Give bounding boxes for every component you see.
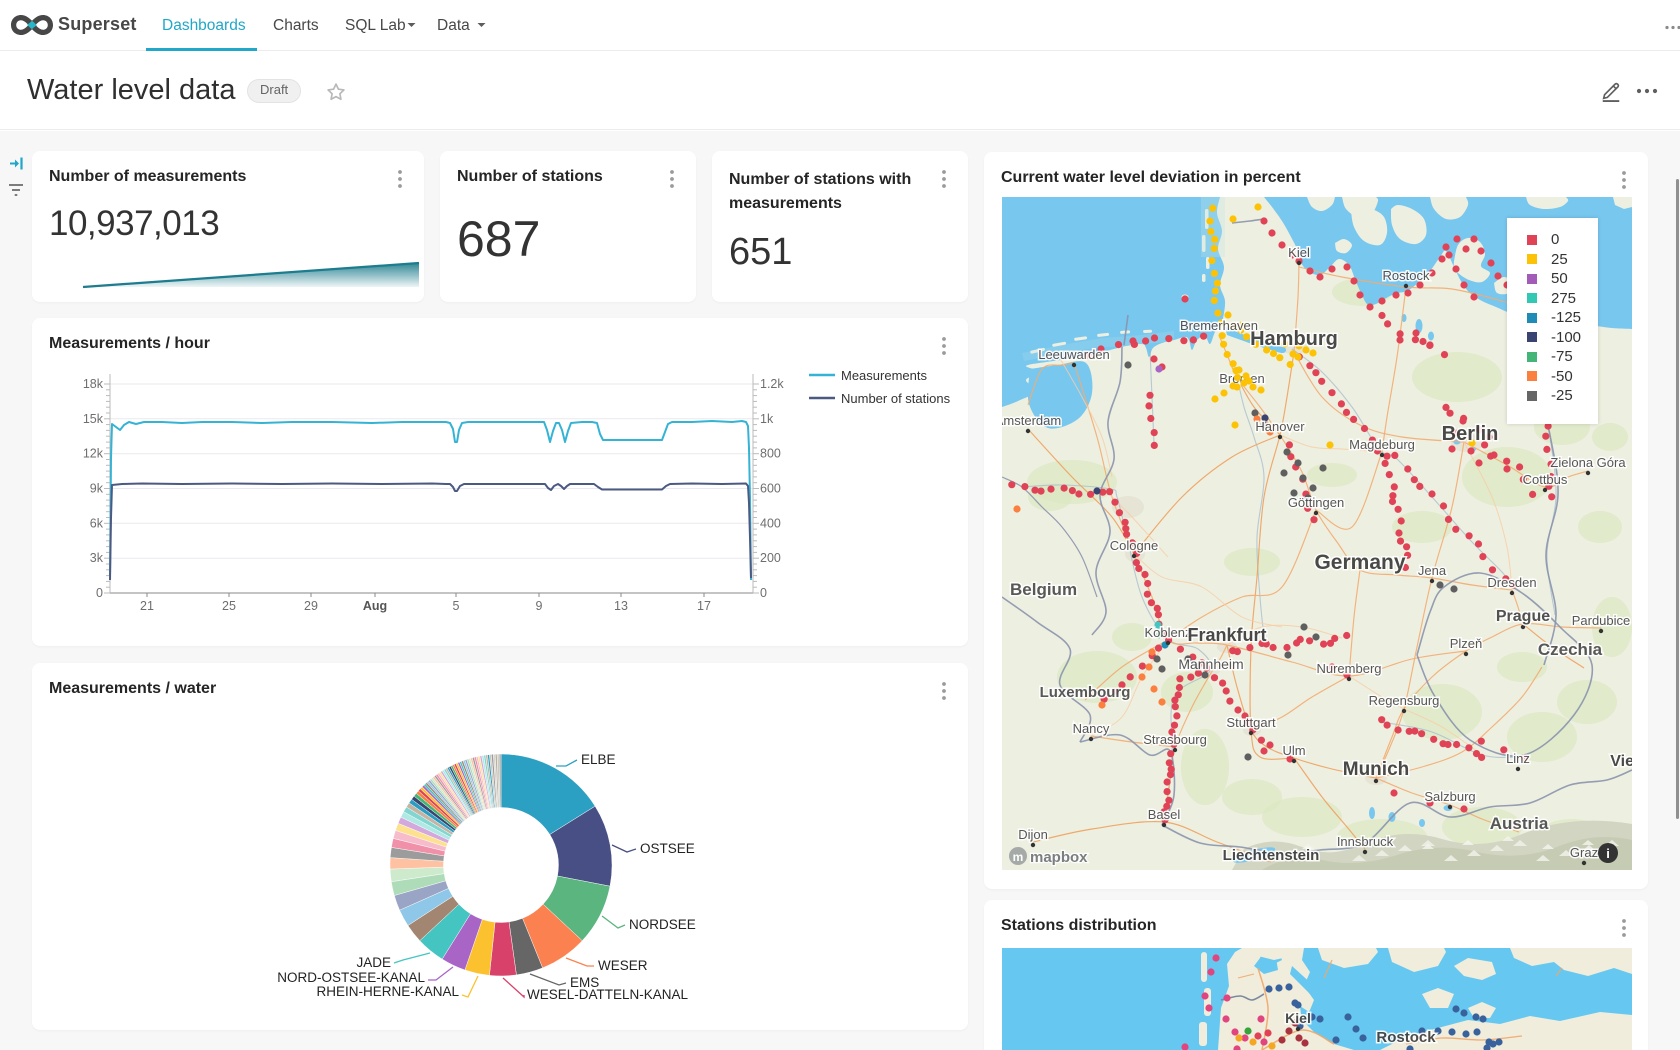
svg-text:Zielona Góra: Zielona Góra — [1550, 455, 1626, 470]
svg-text:m: m — [1013, 850, 1024, 864]
svg-text:Bremen: Bremen — [1219, 371, 1265, 386]
svg-text:Germany: Germany — [1314, 551, 1405, 574]
svg-text:17: 17 — [697, 599, 711, 613]
svg-text:200: 200 — [760, 551, 781, 565]
svg-text:Strasbourg: Strasbourg — [1143, 732, 1207, 747]
svg-text:29: 29 — [304, 599, 318, 613]
svg-text:Rostock: Rostock — [1383, 268, 1430, 283]
svg-text:Frankfurt: Frankfurt — [1187, 625, 1266, 645]
svg-text:Aug: Aug — [363, 599, 387, 613]
svg-text:WESER: WESER — [598, 958, 648, 973]
svg-text:12k: 12k — [83, 447, 104, 461]
svg-text:OSTSEE: OSTSEE — [640, 841, 695, 856]
svg-text:Munich: Munich — [1343, 759, 1410, 780]
svg-text:5: 5 — [453, 599, 460, 613]
svg-text:Hamburg: Hamburg — [1250, 328, 1338, 350]
svg-text:3k: 3k — [90, 551, 104, 565]
svg-text:Amsterdam: Amsterdam — [1002, 413, 1061, 428]
svg-text:Hanover: Hanover — [1255, 419, 1305, 434]
svg-text:Bremerhaven: Bremerhaven — [1180, 318, 1258, 333]
svg-text:6k: 6k — [90, 516, 104, 530]
svg-text:1.2k: 1.2k — [760, 377, 784, 391]
svg-text:Measurements: Measurements — [841, 368, 927, 383]
svg-text:Linz: Linz — [1506, 751, 1530, 766]
svg-text:Innsbruck: Innsbruck — [1337, 834, 1394, 849]
svg-text:ELBE: ELBE — [581, 752, 616, 767]
svg-text:Stuttgart: Stuttgart — [1226, 715, 1276, 730]
svg-text:Salzburg: Salzburg — [1424, 789, 1475, 804]
svg-text:Leeuwarden: Leeuwarden — [1038, 347, 1110, 362]
svg-text:Rostock: Rostock — [1376, 1029, 1436, 1046]
svg-text:Liechtenstein: Liechtenstein — [1223, 847, 1320, 864]
svg-text:Mannheim: Mannheim — [1178, 656, 1243, 672]
svg-text:EMS: EMS — [570, 975, 599, 990]
svg-text:Ulm: Ulm — [1282, 743, 1305, 758]
svg-text:9k: 9k — [90, 482, 104, 496]
svg-text:Kiel: Kiel — [1288, 245, 1310, 260]
svg-text:Belgium: Belgium — [1010, 580, 1077, 599]
svg-text:Cologne: Cologne — [1110, 538, 1158, 553]
svg-text:Nuremberg: Nuremberg — [1316, 661, 1381, 676]
svg-text:NORD-OSTSEE-KANAL: NORD-OSTSEE-KANAL — [277, 970, 425, 985]
svg-text:25: 25 — [222, 599, 236, 613]
svg-text:Pardubice: Pardubice — [1572, 613, 1631, 628]
svg-text:18k: 18k — [83, 377, 104, 391]
svg-text:15k: 15k — [83, 412, 104, 426]
svg-text:0: 0 — [96, 586, 103, 600]
svg-text:Kiel: Kiel — [1285, 1010, 1311, 1026]
svg-text:Dresden: Dresden — [1487, 575, 1536, 590]
svg-text:600: 600 — [760, 482, 781, 496]
svg-text:13: 13 — [614, 599, 628, 613]
svg-text:Koblenz: Koblenz — [1145, 625, 1192, 640]
svg-text:1k: 1k — [760, 412, 774, 426]
svg-text:Czechia: Czechia — [1538, 640, 1603, 659]
svg-text:Magdeburg: Magdeburg — [1349, 437, 1415, 452]
svg-text:Dijon: Dijon — [1018, 827, 1048, 842]
svg-text:NORDSEE: NORDSEE — [629, 917, 696, 932]
svg-text:Number of stations: Number of stations — [841, 391, 951, 406]
svg-text:mapbox: mapbox — [1030, 849, 1088, 866]
svg-text:21: 21 — [140, 599, 154, 613]
svg-text:0: 0 — [760, 586, 767, 600]
svg-text:WESEL-DATTELN-KANAL: WESEL-DATTELN-KANAL — [527, 987, 689, 1002]
svg-text:9: 9 — [536, 599, 543, 613]
svg-text:i: i — [1606, 846, 1610, 861]
svg-text:Nancy: Nancy — [1073, 721, 1110, 736]
svg-text:800: 800 — [760, 447, 781, 461]
svg-text:Göttingen: Göttingen — [1288, 495, 1344, 510]
svg-text:RHEIN-HERNE-KANAL: RHEIN-HERNE-KANAL — [316, 984, 459, 999]
svg-text:Plzeň: Plzeň — [1450, 636, 1483, 651]
svg-text:Basel: Basel — [1148, 807, 1181, 822]
svg-text:Jena: Jena — [1418, 563, 1447, 578]
svg-text:400: 400 — [760, 516, 781, 530]
svg-text:Prague: Prague — [1496, 608, 1550, 625]
svg-text:Graz: Graz — [1570, 845, 1598, 860]
svg-text:Cottbus: Cottbus — [1523, 472, 1568, 487]
svg-text:Vien: Vien — [1610, 753, 1632, 770]
svg-text:Berlin: Berlin — [1442, 423, 1499, 445]
svg-text:Regensburg: Regensburg — [1369, 693, 1440, 708]
svg-text:JADE: JADE — [356, 955, 391, 970]
svg-text:Austria: Austria — [1490, 814, 1549, 833]
svg-text:Luxembourg: Luxembourg — [1040, 684, 1131, 701]
